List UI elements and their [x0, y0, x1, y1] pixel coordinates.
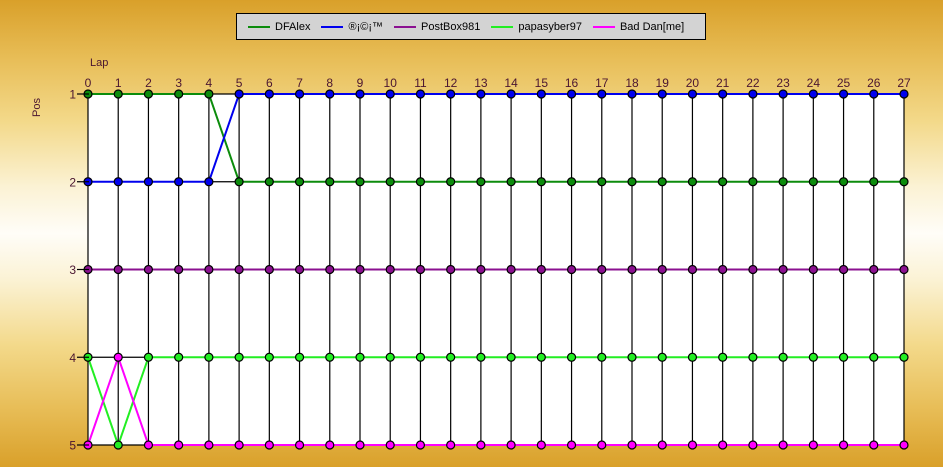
svg-text:14: 14 [504, 76, 518, 90]
svg-text:5: 5 [236, 76, 243, 90]
svg-text:20: 20 [686, 76, 700, 90]
svg-text:5: 5 [69, 439, 76, 453]
svg-text:24: 24 [807, 76, 821, 90]
svg-text:11: 11 [414, 76, 427, 90]
svg-text:23: 23 [776, 76, 790, 90]
svg-text:21: 21 [716, 76, 730, 90]
svg-text:2: 2 [145, 76, 152, 90]
svg-text:17: 17 [595, 76, 609, 90]
svg-text:2: 2 [69, 175, 76, 189]
svg-text:15: 15 [535, 76, 549, 90]
svg-text:25: 25 [837, 76, 851, 90]
svg-text:26: 26 [867, 76, 881, 90]
svg-text:22: 22 [746, 76, 760, 90]
svg-text:18: 18 [625, 76, 639, 90]
svg-text:13: 13 [474, 76, 488, 90]
svg-text:1: 1 [115, 76, 122, 90]
svg-text:1: 1 [69, 88, 76, 102]
svg-text:0: 0 [85, 76, 92, 90]
svg-text:8: 8 [326, 76, 333, 90]
svg-text:7: 7 [296, 76, 303, 90]
svg-text:10: 10 [384, 76, 398, 90]
svg-text:9: 9 [357, 76, 364, 90]
svg-text:3: 3 [175, 76, 182, 90]
svg-text:16: 16 [565, 76, 579, 90]
svg-text:12: 12 [444, 76, 458, 90]
svg-text:27: 27 [897, 76, 911, 90]
svg-text:3: 3 [69, 263, 76, 277]
svg-text:4: 4 [206, 76, 213, 90]
svg-text:19: 19 [656, 76, 670, 90]
svg-text:4: 4 [69, 351, 76, 365]
svg-text:6: 6 [266, 76, 273, 90]
